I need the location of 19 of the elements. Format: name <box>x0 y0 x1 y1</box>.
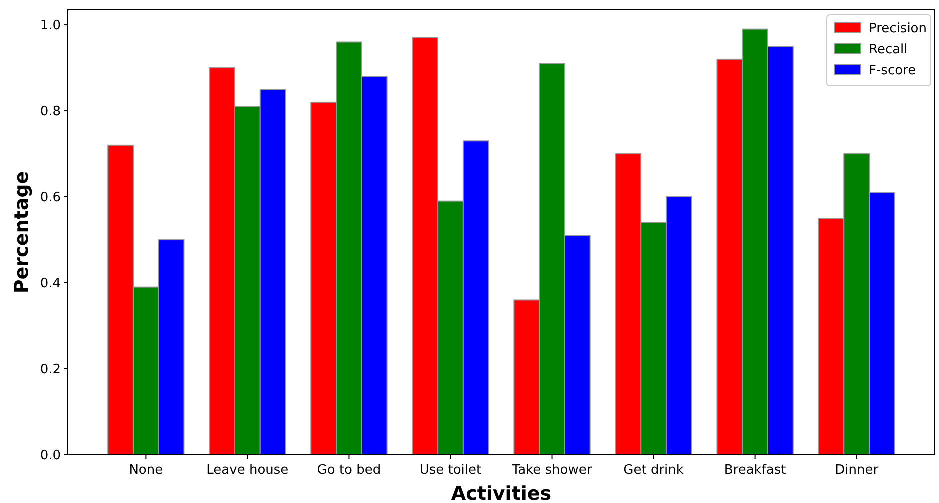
legend-label: F-score <box>869 64 916 78</box>
x-tick-label: Take shower <box>511 463 593 478</box>
x-tick-label: Go to bed <box>317 463 382 478</box>
y-tick-label: 0.0 <box>40 448 61 464</box>
y-tick-label: 1.0 <box>40 18 61 34</box>
legend-label: Recall <box>869 42 908 58</box>
y-tick-label: 0.2 <box>40 362 61 378</box>
x-tick-label: Dinner <box>835 463 880 478</box>
x-tick-label: Leave house <box>206 463 289 478</box>
y-axis-title: Percentage <box>11 171 33 294</box>
x-tick-label: Breakfast <box>724 463 786 478</box>
x-tick-label: Get drink <box>624 463 684 478</box>
y-tick-label: 0.8 <box>40 104 61 120</box>
x-tick-label: Use toilet <box>420 463 482 478</box>
x-axis-title: Activities <box>451 483 552 503</box>
x-tick-label: None <box>129 463 164 478</box>
y-tick-label: 0.4 <box>40 276 61 292</box>
legend-label: Precision <box>869 22 928 36</box>
y-tick-label: 0.6 <box>40 190 61 206</box>
